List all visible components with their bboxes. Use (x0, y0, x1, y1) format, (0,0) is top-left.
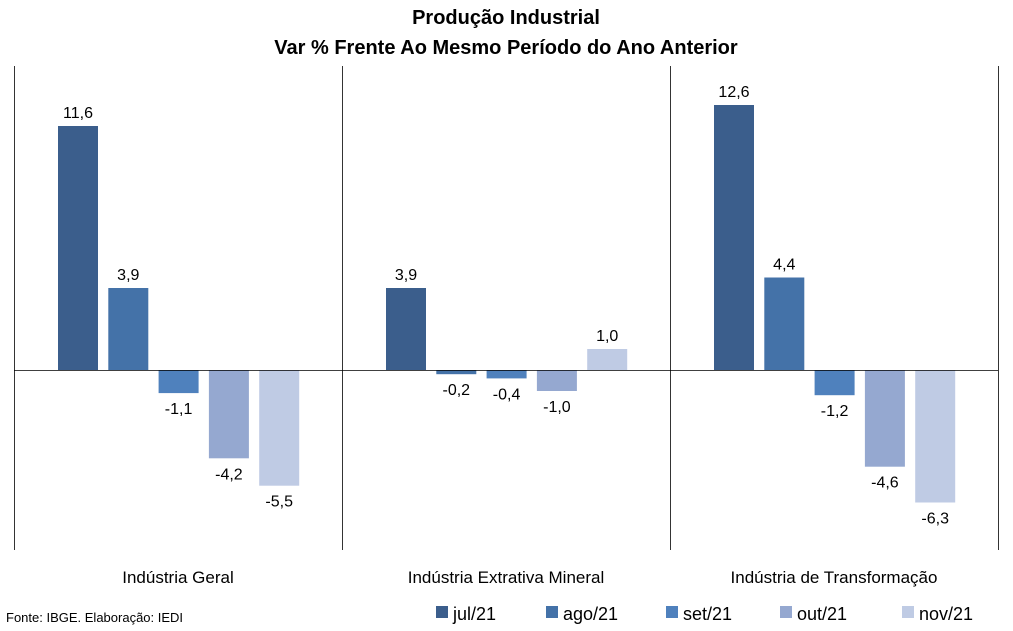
data-label: -1,0 (543, 399, 571, 416)
legend-swatch (666, 606, 678, 618)
bar (208, 370, 249, 459)
legend: jul/21 ago/21 set/21 out/21 nov/21 (436, 604, 973, 624)
category-label: Indústria de Transformação (731, 568, 938, 587)
bar (814, 370, 855, 396)
bar (764, 277, 805, 370)
plot-area: 11,6 3,9 -1,1 -4,2 -5,5 Indústria Geral 3,9 -0,… (14, 66, 999, 587)
legend-swatch (436, 606, 448, 618)
legend-label: ago/21 (563, 604, 618, 624)
data-label: 11,6 (63, 105, 93, 122)
bar (536, 370, 577, 391)
chart-subtitle: Var % Frente Ao Mesmo Período do Ano Ant… (274, 37, 738, 59)
bar (915, 370, 956, 503)
data-label: 3,9 (395, 267, 417, 284)
data-label: -0,2 (443, 382, 471, 399)
bar (587, 349, 628, 370)
bar (714, 105, 754, 370)
bar (58, 126, 98, 370)
legend-label: out/21 (797, 604, 847, 624)
bar (436, 370, 477, 375)
data-label: -5,5 (265, 494, 293, 511)
data-label: -1,1 (165, 401, 193, 418)
bar (108, 288, 149, 370)
legend-swatch (780, 606, 792, 618)
data-label: -4,2 (215, 466, 243, 483)
data-label: -6,3 (921, 511, 949, 528)
data-label: -4,6 (871, 475, 899, 492)
legend-label: jul/21 (452, 604, 496, 624)
legend-label: nov/21 (919, 604, 973, 624)
source-note: Fonte: IBGE. Elaboração: IEDI (6, 610, 183, 625)
data-label: 12,6 (718, 84, 749, 101)
bar (864, 370, 905, 467)
category-label: Indústria Geral (122, 568, 234, 587)
data-label: 1,0 (596, 328, 618, 345)
chart-title: Produção Industrial (412, 7, 600, 29)
category-label: Indústria Extrativa Mineral (408, 568, 605, 587)
legend-label: set/21 (683, 604, 732, 624)
data-label: 3,9 (117, 267, 139, 284)
bar (158, 370, 199, 394)
data-label: -1,2 (821, 403, 849, 420)
data-label: 4,4 (773, 257, 795, 274)
bar (259, 370, 300, 486)
bar (386, 288, 426, 370)
legend-swatch (902, 606, 914, 618)
legend-swatch (546, 606, 558, 618)
data-label: -0,4 (493, 386, 521, 403)
bar (486, 370, 527, 379)
